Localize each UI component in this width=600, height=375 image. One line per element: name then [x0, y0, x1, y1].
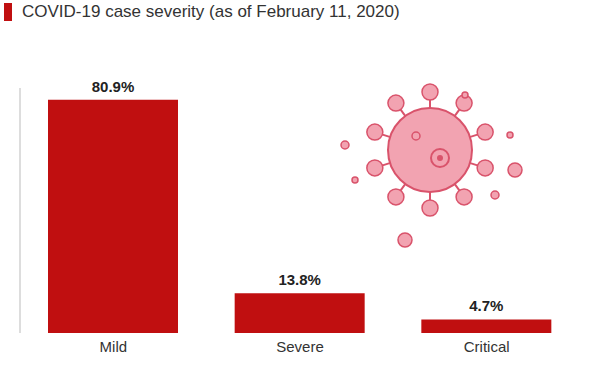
html-text:COVID-19 case severity (as of: COVID-19 case severity (as of February 1…	[22, 2, 400, 21]
svg-text:4.7%: 4.7%	[469, 297, 503, 314]
svg-text:13.8%: 13.8%	[278, 271, 321, 288]
svg-text:Critical: Critical	[464, 338, 510, 355]
svg-text:80.9%: 80.9%	[92, 78, 135, 95]
svg-text:Mild: Mild	[100, 338, 128, 355]
svg-text:Severe: Severe	[276, 338, 324, 355]
